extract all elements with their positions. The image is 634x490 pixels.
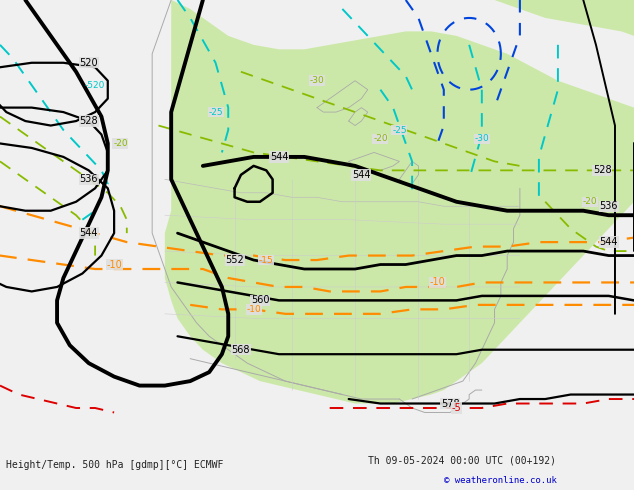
Text: 578: 578: [441, 398, 460, 409]
Text: 552: 552: [225, 255, 244, 265]
Text: -10: -10: [430, 277, 445, 288]
Text: 528: 528: [79, 116, 98, 126]
Text: -10: -10: [246, 305, 261, 314]
Text: -25: -25: [208, 108, 223, 117]
Text: 560: 560: [250, 295, 269, 305]
Text: 520: 520: [79, 58, 98, 68]
Text: 536: 536: [599, 201, 618, 211]
Text: -520: -520: [85, 81, 105, 90]
Text: Th 09-05-2024 00:00 UTC (00+192): Th 09-05-2024 00:00 UTC (00+192): [368, 455, 556, 465]
Text: -20: -20: [113, 139, 128, 148]
Text: -30: -30: [309, 76, 325, 85]
Text: 528: 528: [593, 165, 612, 175]
Text: -20: -20: [373, 134, 388, 144]
Polygon shape: [495, 0, 634, 36]
Text: -30: -30: [474, 134, 489, 144]
Text: 536: 536: [79, 174, 98, 184]
Text: 544: 544: [79, 228, 98, 238]
Text: 544: 544: [352, 170, 371, 180]
Text: -10: -10: [107, 260, 122, 270]
Text: © weatheronline.co.uk: © weatheronline.co.uk: [444, 476, 557, 485]
Text: 544: 544: [599, 237, 618, 247]
Text: 544: 544: [269, 152, 288, 162]
Text: -15: -15: [259, 256, 274, 265]
Text: Height/Temp. 500 hPa [gdmp][°C] ECMWF: Height/Temp. 500 hPa [gdmp][°C] ECMWF: [6, 460, 224, 470]
Text: -20: -20: [582, 197, 597, 206]
Text: -25: -25: [392, 125, 407, 135]
Text: -5: -5: [451, 403, 462, 413]
Polygon shape: [165, 0, 634, 404]
Text: 568: 568: [231, 344, 250, 355]
